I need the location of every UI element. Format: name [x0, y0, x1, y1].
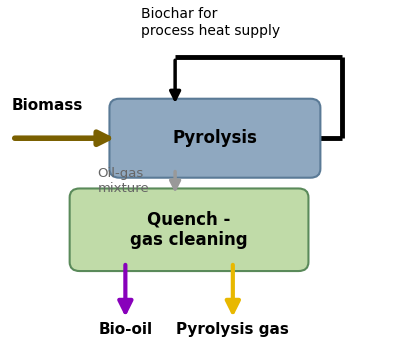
FancyBboxPatch shape — [70, 188, 308, 271]
Text: Pyrolysis: Pyrolysis — [172, 129, 258, 147]
Text: Biomass: Biomass — [12, 98, 83, 113]
Text: Pyrolysis gas: Pyrolysis gas — [176, 322, 289, 337]
Text: Biochar for
process heat supply: Biochar for process heat supply — [141, 8, 281, 38]
Text: Quench -
gas cleaning: Quench - gas cleaning — [130, 210, 248, 249]
FancyBboxPatch shape — [109, 99, 320, 178]
Text: Bio-oil: Bio-oil — [98, 322, 152, 337]
Text: Oil-gas
mixture: Oil-gas mixture — [98, 167, 149, 195]
